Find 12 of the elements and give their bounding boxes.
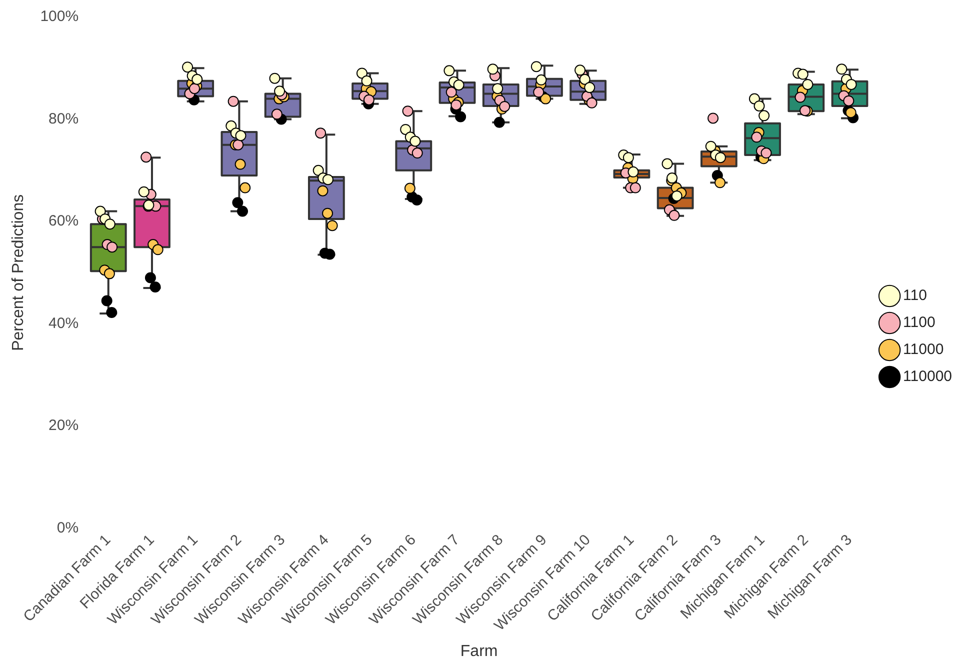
y-axis-title: Percent of Predictions xyxy=(10,194,28,351)
legend-label: 1100 xyxy=(903,314,936,332)
legend-label: 110 xyxy=(903,287,927,304)
y-tick-label: 0% xyxy=(56,519,79,536)
y-tick-label: 20% xyxy=(48,417,79,434)
y-tick-label: 40% xyxy=(48,314,79,332)
legend-label: 110000 xyxy=(903,368,952,386)
y-tick-label: 60% xyxy=(48,212,79,230)
x-axis-title: Farm xyxy=(460,642,498,660)
y-tick-label: 100% xyxy=(40,8,79,26)
y-tick-label: 80% xyxy=(48,110,79,128)
legend-label: 11000 xyxy=(903,341,944,358)
